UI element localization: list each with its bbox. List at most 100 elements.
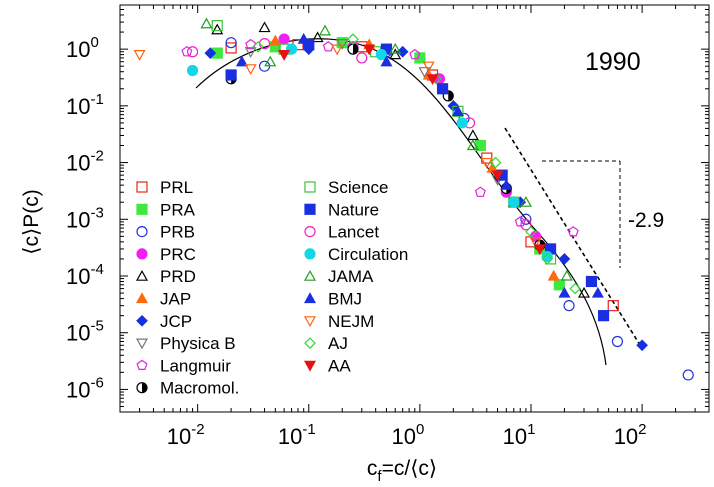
data-point-nejm (422, 61, 435, 73)
data-point-science (211, 19, 223, 32)
legend-label-lancet: Lancet (328, 223, 379, 242)
legend-marker-prb (136, 226, 148, 238)
y-tick-label: 10-5 (66, 318, 104, 346)
legend-marker-prd (135, 269, 149, 281)
data-point-prd (258, 21, 271, 33)
year-label: 1990 (585, 48, 641, 76)
legend-label-science: Science (328, 178, 388, 197)
legend-marker-jcp (136, 314, 148, 327)
data-point-bmj (558, 286, 571, 298)
data-point-prb (611, 335, 624, 348)
legend-label-macromol: Macromol. (160, 379, 239, 398)
x-tick-label: 10-1 (278, 421, 316, 449)
legend-label-aa: AA (328, 356, 351, 375)
legend-label-prd: PRD (160, 267, 196, 286)
data-point-aj (489, 156, 502, 169)
data-point-aj (569, 282, 582, 295)
data-point-aj (347, 33, 359, 45)
legend-label-jcp: JCP (160, 312, 192, 331)
legend-marker-physica-b (135, 338, 149, 350)
legend-marker-nature (304, 203, 316, 215)
data-point-nature (597, 310, 610, 322)
data-point-prd (211, 23, 224, 35)
legend-marker-aj (304, 337, 316, 349)
legend-label-aj: AJ (328, 334, 348, 353)
data-point-prb (520, 213, 532, 225)
data-point-nature (303, 39, 315, 51)
legend-label-nature: Nature (328, 200, 379, 219)
data-point-bmj (591, 286, 604, 298)
data-point-bmj (380, 55, 393, 67)
legend-marker-prc (136, 248, 148, 260)
legend-marker-bmj (303, 292, 317, 304)
data-point-prb (225, 37, 237, 49)
legend-label-nejm: NEJM (328, 312, 374, 331)
legend-marker-lancet (304, 226, 316, 238)
data-point-nejm (331, 44, 344, 56)
legend-marker-jap (135, 292, 149, 304)
legend: PRL PRA PRB PRC PRD JAP JCP Physica B Langmuir Ma… (135, 178, 408, 398)
data-point-prc (278, 33, 290, 45)
data-point-nejm (529, 237, 542, 249)
legend-label-physica-b: Physica B (160, 334, 236, 353)
fit-curve-layer (195, 38, 607, 366)
y-tick-label: 10-6 (66, 374, 104, 402)
x-tick-label: 100 (391, 421, 424, 449)
data-point-lancet (520, 219, 532, 231)
data-point-lancet (186, 46, 199, 58)
data-point-aj (252, 40, 264, 53)
data-point-jap (269, 34, 282, 46)
data-point-nature (585, 275, 598, 288)
data-point-jama (200, 17, 213, 29)
data-point-jama (519, 195, 532, 207)
data-point-jcp (396, 45, 409, 58)
data-point-macromol (347, 43, 359, 55)
data-point-nejm (480, 157, 493, 169)
data-point-prb (682, 369, 694, 381)
data-point-circulation (508, 196, 520, 208)
data-point-aa (363, 44, 376, 56)
data-point-circulation (456, 117, 468, 129)
legend-label-jama: JAMA (328, 267, 374, 286)
data-point-jama (466, 139, 479, 151)
data-point-nature (436, 83, 449, 95)
data-point-aj (525, 226, 537, 238)
data-point-jcp (636, 339, 648, 352)
legend-label-jap: JAP (160, 290, 191, 309)
data-point-physica-b (336, 39, 349, 50)
data-point-lancet (356, 52, 368, 64)
legend-marker-nejm (303, 316, 317, 328)
x-tick-label: 102 (614, 421, 647, 449)
y-tick-label: 10-2 (66, 148, 104, 176)
data-point-pra (553, 279, 565, 291)
data-point-bmj (451, 105, 464, 116)
data-point-aa (533, 244, 546, 256)
data-point-langmuir (409, 48, 421, 60)
y-tick-labels: 100 10-1 10-2 10-3 10-4 10-5 10-6 (66, 34, 104, 402)
y-tick-label: 100 (66, 34, 99, 62)
data-point-langmuir (567, 226, 579, 237)
y-tick-label: 10-3 (66, 204, 104, 232)
data-point-langmuir (514, 216, 526, 227)
data-point-prl (225, 42, 237, 54)
legend-label-prl: PRL (160, 178, 193, 197)
slope-label: -2.9 (628, 209, 664, 232)
legend-label-prc: PRC (160, 245, 196, 264)
legend-marker-macromol (136, 382, 148, 394)
data-point-physica-b (418, 67, 431, 78)
y-tick-label: 10-4 (66, 261, 104, 289)
marker-half-fill (448, 90, 454, 101)
data-point-jama (264, 55, 277, 67)
x-axis-label: cf=c/⟨c⟩ (367, 457, 437, 485)
fit-curve (195, 38, 607, 366)
data-point-nejm (133, 50, 146, 61)
data-point-langmuir (474, 186, 486, 197)
data-point-nejm (244, 64, 257, 76)
data-point-langmuir (245, 38, 257, 50)
data-point-jama (318, 24, 332, 36)
data-point-bmj (297, 32, 310, 44)
legend-marker-pra (136, 203, 148, 215)
data-point-prd (466, 129, 479, 141)
data-point-jama (560, 269, 573, 281)
